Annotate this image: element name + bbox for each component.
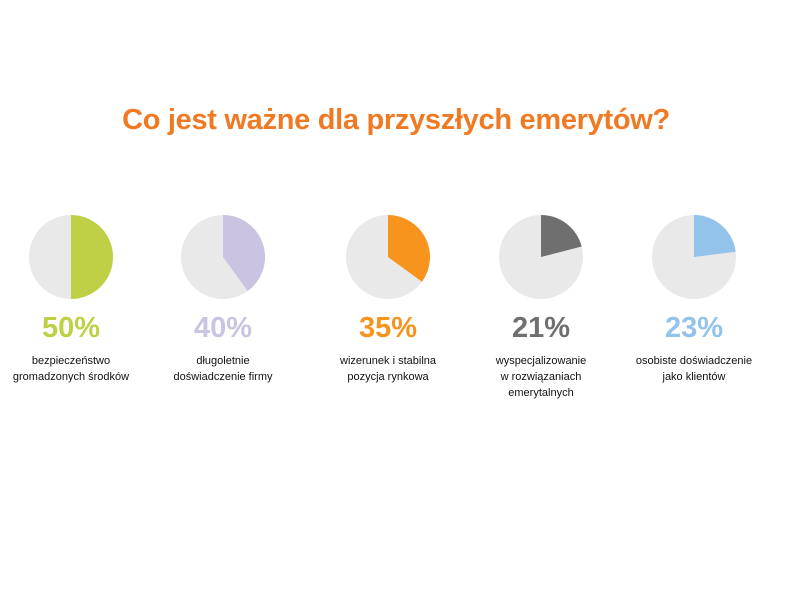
pie-item-4: 21% wyspecjalizowanie w rozwiązaniach em… xyxy=(466,214,616,401)
pie-value-label-3: 35% xyxy=(358,312,418,344)
pie-value-label-4: 21% xyxy=(511,312,571,344)
pie-item-2: 40% długoletnie doświadczenie firmy xyxy=(148,214,298,385)
pie-chart-4 xyxy=(499,215,583,299)
pie-value-slice-3 xyxy=(388,215,431,282)
pie-value-label-2: 40% xyxy=(193,312,253,344)
pie-value-slice-2 xyxy=(223,215,266,291)
chart-title: Co jest ważne dla przyszłych emerytów? xyxy=(122,104,670,136)
pie-category-label-3: wizerunek i stabilna pozycja rynkowa xyxy=(340,355,436,383)
pie-category-label-1: bezpieczeństwo gromadzonych środków xyxy=(12,355,130,383)
pie-chart-1 xyxy=(29,215,113,299)
pie-item-5: 23% osobiste doświadczenie jako klientów xyxy=(619,214,769,385)
pie-item-1: 50% bezpieczeństwo gromadzonych środków xyxy=(0,214,146,385)
pie-category-label-5: osobiste doświadczenie jako klientów xyxy=(635,355,753,383)
pie-item-3: 35% wizerunek i stabilna pozycja rynkowa xyxy=(313,214,463,385)
pie-value-slice-1 xyxy=(71,215,113,299)
pie-chart-3 xyxy=(346,215,431,299)
pie-category-label-2: długoletnie doświadczenie firmy xyxy=(173,355,273,383)
pie-chart-5 xyxy=(652,215,736,299)
pie-chart-2 xyxy=(181,215,266,299)
pie-value-slice-4 xyxy=(541,215,582,257)
pie-value-slice-5 xyxy=(694,215,736,257)
pie-value-label-1: 50% xyxy=(41,312,101,344)
pie-category-label-4: wyspecjalizowanie w rozwiązaniach emeryt… xyxy=(495,355,587,399)
pie-value-label-5: 23% xyxy=(664,312,724,344)
